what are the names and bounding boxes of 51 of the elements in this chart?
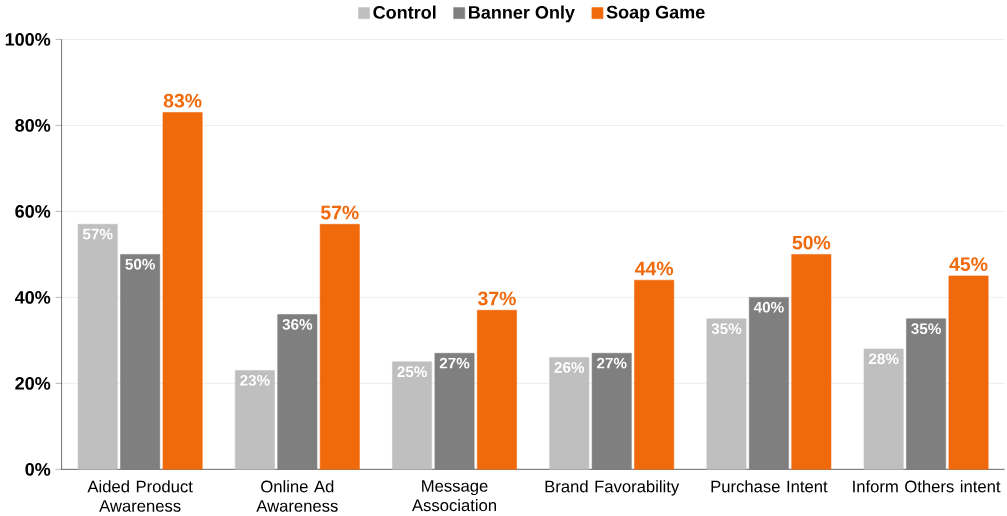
bar (277, 314, 318, 470)
data-label: 40% (753, 301, 784, 313)
bar (549, 357, 590, 470)
legend-label: Banner Only (468, 5, 575, 23)
data-label: 35% (911, 323, 941, 334)
data-label: 44% (635, 261, 674, 276)
y-tick-label: 0% (25, 462, 51, 476)
x-tick-label: Inform Others intent (853, 479, 1001, 493)
x-tick-label: Message Association (412, 479, 496, 511)
data-label: 27% (439, 357, 470, 369)
bar (319, 223, 360, 470)
bar (706, 318, 747, 470)
data-label: 36% (282, 318, 313, 330)
y-tick-label: 80% (15, 118, 51, 132)
data-label: 50% (125, 258, 156, 270)
x-tick-label: Online Ad Awareness (256, 479, 338, 512)
data-label: 25% (397, 366, 427, 377)
bar (863, 348, 904, 470)
data-label: 28% (868, 353, 899, 364)
x-tick-label: Aided Product Awareness (87, 479, 193, 512)
bar (948, 275, 989, 470)
data-label: 37% (477, 291, 516, 306)
bar (906, 318, 947, 470)
bar (477, 309, 517, 470)
bar (120, 253, 161, 470)
bar (77, 223, 118, 470)
data-label: 23% (240, 374, 270, 386)
data-label: 57% (82, 228, 113, 240)
legend-label: Soap Game (606, 5, 705, 22)
data-label: 50% (792, 235, 831, 250)
x-tick-label: Brand Favorability (545, 479, 680, 496)
y-tick-label: 40% (14, 290, 51, 304)
bar (162, 112, 203, 470)
data-label: 27% (596, 357, 627, 369)
data-label: 45% (949, 257, 988, 271)
x-tick-label: Purchase Intent (711, 479, 828, 493)
data-label: 35% (711, 323, 742, 334)
y-tick-label: 20% (15, 376, 51, 390)
data-label: 83% (163, 93, 202, 108)
bar (434, 352, 475, 470)
y-tick-label: 100% (5, 32, 51, 46)
bar (234, 369, 275, 470)
bar (748, 296, 789, 470)
bar (791, 253, 832, 470)
data-label: 57% (320, 205, 359, 220)
legend-label: Control (373, 5, 436, 19)
y-tick-label: 60% (15, 204, 51, 218)
bar (634, 279, 675, 470)
data-label: 26% (554, 361, 585, 373)
bar (392, 361, 433, 470)
bar (591, 352, 632, 470)
